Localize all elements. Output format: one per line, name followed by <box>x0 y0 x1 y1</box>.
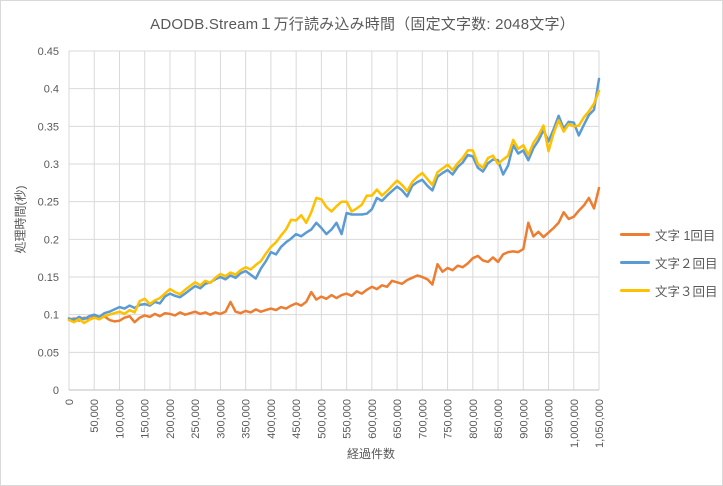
y-tick-label: 0.4 <box>44 84 59 96</box>
x-tick-label: 100,000 <box>114 399 126 439</box>
x-tick-label: 250,000 <box>190 399 202 439</box>
chart-title: ADODB.Stream１万行読み込み時間（固定文字数: 2048文字） <box>150 16 575 33</box>
series-line-3 <box>67 89 601 325</box>
series2-line-swatch <box>620 261 650 264</box>
series-line-2 <box>67 77 601 322</box>
x-tick-label: 400,000 <box>266 399 278 439</box>
x-tick-label: 0 <box>64 399 76 405</box>
y-tick-label: 0 <box>53 385 59 397</box>
x-tick-label: 1,000,000 <box>569 399 581 448</box>
series1-line-swatch <box>620 233 650 236</box>
legend: 文字 1回目 文字２回目 文字３回目 <box>620 225 718 300</box>
legend-item-series1: 文字 1回目 <box>620 225 718 244</box>
series-line-1 <box>67 186 601 324</box>
legend-label-series2: 文字２回目 <box>655 257 718 271</box>
x-tick-label: 500,000 <box>316 399 328 439</box>
x-tick-label: 550,000 <box>342 399 354 439</box>
x-tick-label: 900,000 <box>518 399 530 439</box>
x-tick-label: 450,000 <box>291 399 303 439</box>
x-tick-label: 50,000 <box>89 399 101 433</box>
y-tick-label: 0.35 <box>38 121 59 133</box>
x-tick-label: 1,050,000 <box>594 399 606 448</box>
y-tick-label: 0.15 <box>38 272 59 284</box>
legend-item-series2: 文字２回目 <box>620 253 718 272</box>
legend-label-series3: 文字３回目 <box>655 285 718 299</box>
legend-label-series1: 文字 1回目 <box>655 229 716 243</box>
y-tick-label: 0.45 <box>38 46 59 58</box>
x-tick-label: 750,000 <box>443 399 455 439</box>
series3-line-swatch <box>620 289 650 292</box>
x-tick-label: 650,000 <box>392 399 404 439</box>
y-tick-label: 0.2 <box>44 234 59 246</box>
legend-item-series3: 文字３回目 <box>620 281 718 300</box>
y-tick-label: 0.3 <box>44 159 59 171</box>
y-tick-label: 0.05 <box>38 347 59 359</box>
y-tick-label: 0.1 <box>44 310 59 322</box>
x-tick-label: 600,000 <box>367 399 379 439</box>
x-tick-label: 350,000 <box>241 399 253 439</box>
y-axis-title: 処理時間(秒) <box>13 185 28 254</box>
x-tick-label: 850,000 <box>493 399 505 439</box>
y-tick-label: 0.25 <box>38 197 59 209</box>
x-tick-label: 950,000 <box>544 399 556 439</box>
x-tick-label: 150,000 <box>140 399 152 439</box>
x-tick-label: 200,000 <box>165 399 177 439</box>
x-tick-label: 800,000 <box>468 399 480 439</box>
x-tick-label: 700,000 <box>417 399 429 439</box>
x-tick-label: 300,000 <box>215 399 227 439</box>
x-axis-title: 経過件数 <box>346 447 395 461</box>
